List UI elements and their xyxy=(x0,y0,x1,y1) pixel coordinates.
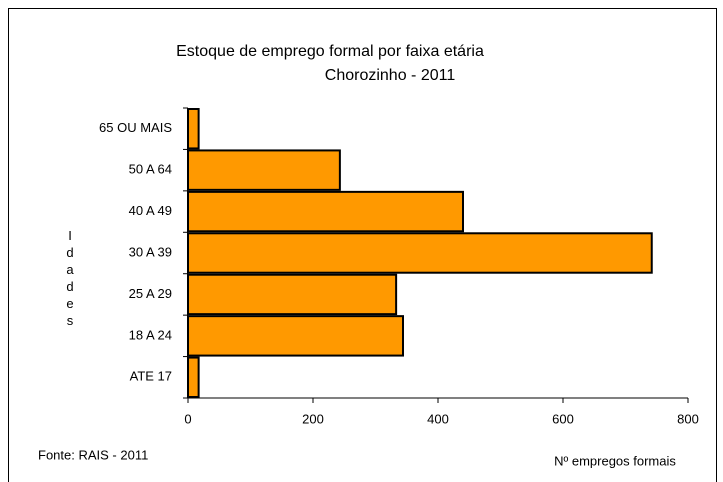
bar xyxy=(187,315,404,357)
y-tick-label: 18 A 24 xyxy=(129,327,172,342)
y-tick-label: 30 A 39 xyxy=(129,244,172,259)
bar xyxy=(187,273,398,316)
y-tick-label: 65 OU MAIS xyxy=(99,120,172,135)
y-axis-label: Idades xyxy=(63,228,78,330)
bar xyxy=(187,149,341,191)
chart-title: Estoque de emprego formal por faixa etár… xyxy=(176,43,484,60)
bar xyxy=(187,232,653,274)
bar xyxy=(187,108,200,150)
chart-border xyxy=(8,8,717,482)
y-tick-label: 40 A 49 xyxy=(129,203,172,218)
source-note: Fonte: RAIS - 2011 xyxy=(38,447,148,462)
chart-subtitle: Chorozinho - 2011 xyxy=(325,67,456,84)
x-tick-label: 200 xyxy=(302,411,324,426)
x-tick-label: 800 xyxy=(677,411,699,426)
y-tick-label: 50 A 64 xyxy=(129,162,172,177)
y-tick-label: 25 A 29 xyxy=(129,286,172,301)
bar xyxy=(187,190,464,233)
y-tick-label: ATE 17 xyxy=(130,369,172,384)
x-tick-label: 400 xyxy=(427,411,449,426)
x-tick-label: 0 xyxy=(184,411,191,426)
x-axis-label: Nº empregos formais xyxy=(554,453,676,468)
bar xyxy=(187,356,200,399)
x-tick-label: 600 xyxy=(552,411,574,426)
